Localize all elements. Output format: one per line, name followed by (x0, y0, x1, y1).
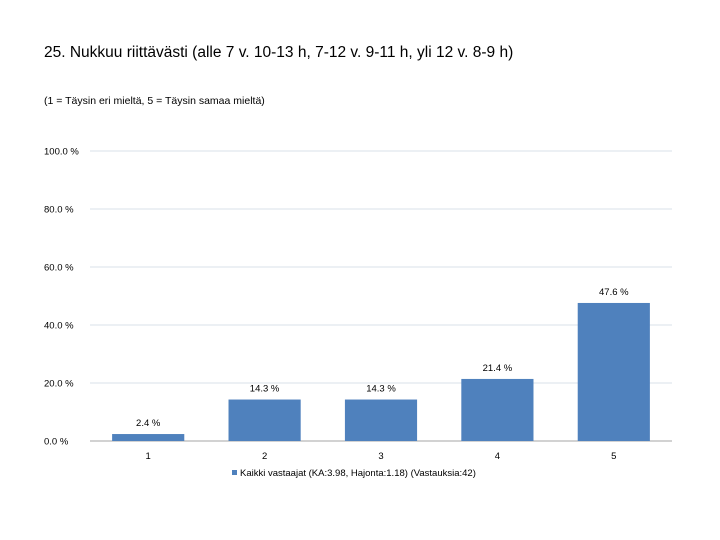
x-tick-label: 3 (378, 451, 383, 462)
data-label: 21.4 % (483, 363, 513, 374)
y-tick-label: 60.0 % (44, 263, 74, 274)
data-label: 47.6 % (599, 287, 629, 298)
x-tick-label: 2 (262, 451, 267, 462)
data-label: 2.4 % (136, 418, 161, 429)
y-tick-label: 0.0 % (44, 437, 69, 448)
y-tick-label: 40.0 % (44, 321, 74, 332)
chart-subtitle: (1 = Täysin eri mieltä, 5 = Täysin samaa… (44, 95, 265, 107)
y-tick-label: 20.0 % (44, 379, 74, 390)
x-tick-label: 4 (495, 451, 500, 462)
x-tick-label: 5 (611, 451, 616, 462)
bar (461, 378, 534, 441)
chart-title: 25. Nukkuu riittävästi (alle 7 v. 10-13 … (44, 44, 514, 61)
legend-swatch (232, 470, 237, 475)
data-label: 14.3 % (250, 384, 280, 395)
x-tick-label: 1 (146, 451, 151, 462)
legend-label: Kaikki vastaajat (KA:3.98, Hajonta:1.18)… (240, 468, 476, 479)
bar (577, 302, 650, 441)
bar (344, 399, 418, 441)
y-tick-label: 100.0 % (44, 147, 79, 158)
y-tick-label: 80.0 % (44, 205, 74, 216)
bar (228, 399, 301, 441)
bar (112, 434, 185, 441)
data-label: 14.3 % (366, 384, 396, 395)
